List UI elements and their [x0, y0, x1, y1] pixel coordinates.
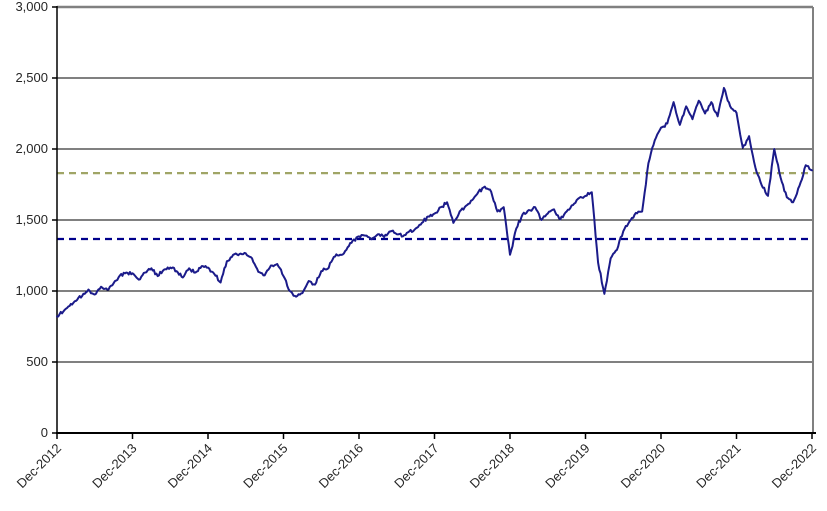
y-axis-label: 2,000: [15, 141, 48, 156]
y-axis-label: 1,000: [15, 283, 48, 298]
x-axis-label: Dec-2014: [165, 441, 215, 491]
x-axis-label: Dec-2020: [618, 441, 668, 491]
y-axis-label: 3,000: [15, 0, 48, 14]
x-axis-label: Dec-2021: [693, 441, 743, 491]
x-axis-label: Dec-2013: [89, 441, 139, 491]
x-axis-label: Dec-2019: [542, 441, 592, 491]
x-axis-label: Dec-2016: [316, 441, 366, 491]
y-axis-label: 500: [26, 354, 48, 369]
x-axis-label: Dec-2018: [467, 441, 517, 491]
x-axis-label: Dec-2015: [240, 441, 290, 491]
price-line: [56, 86, 813, 318]
y-axis-label: 1,500: [15, 212, 48, 227]
x-axis-label: Dec-2022: [769, 441, 819, 491]
y-axis-label: 2,500: [15, 70, 48, 85]
x-axis-label: Dec-2012: [14, 441, 64, 491]
x-axis-label: Dec-2017: [391, 441, 441, 491]
y-axis-label: 0: [41, 425, 48, 440]
